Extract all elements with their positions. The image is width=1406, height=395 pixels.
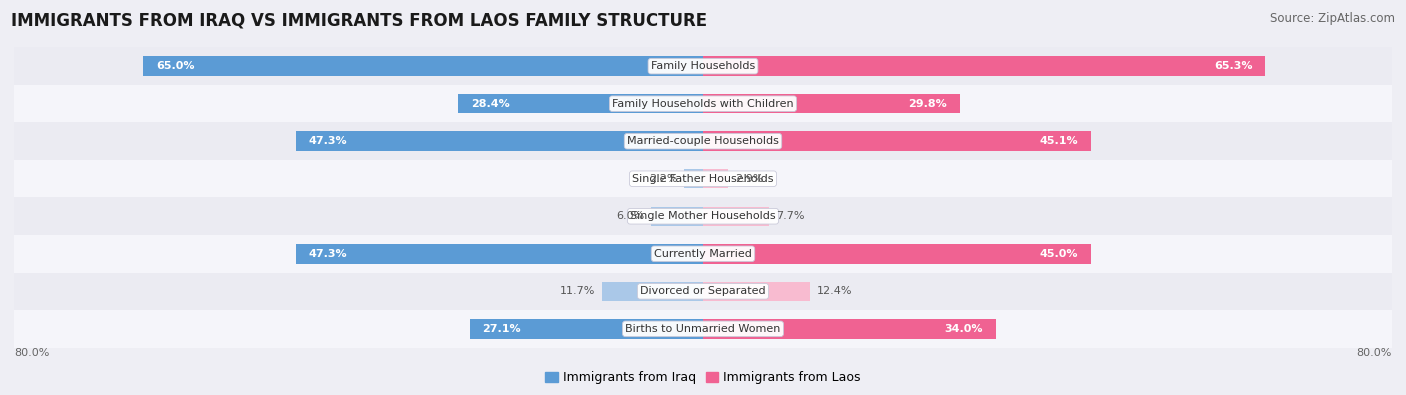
Bar (295, 244, 703, 263)
Text: Currently Married: Currently Married (654, 249, 752, 259)
Bar (14, 310, 1392, 348)
Text: Family Households: Family Households (651, 61, 755, 71)
Bar (703, 56, 1265, 76)
Text: 2.9%: 2.9% (735, 174, 763, 184)
Bar (703, 132, 1091, 151)
Bar (14, 273, 1392, 310)
Bar (602, 282, 703, 301)
Text: 29.8%: 29.8% (908, 99, 946, 109)
Text: Single Mother Households: Single Mother Households (630, 211, 776, 221)
Bar (703, 207, 769, 226)
Legend: Immigrants from Iraq, Immigrants from Laos: Immigrants from Iraq, Immigrants from La… (540, 367, 866, 389)
Text: 6.0%: 6.0% (616, 211, 644, 221)
Text: 7.7%: 7.7% (776, 211, 804, 221)
Text: Divorced or Separated: Divorced or Separated (640, 286, 766, 296)
Text: 47.3%: 47.3% (308, 136, 347, 146)
Text: 80.0%: 80.0% (14, 348, 49, 357)
Text: 27.1%: 27.1% (482, 324, 522, 334)
Bar (14, 198, 1392, 235)
Bar (685, 169, 703, 188)
Text: IMMIGRANTS FROM IRAQ VS IMMIGRANTS FROM LAOS FAMILY STRUCTURE: IMMIGRANTS FROM IRAQ VS IMMIGRANTS FROM … (11, 12, 707, 30)
Bar (458, 94, 703, 113)
Text: 45.0%: 45.0% (1039, 249, 1077, 259)
Bar (14, 160, 1392, 198)
Text: 12.4%: 12.4% (817, 286, 852, 296)
Bar (14, 47, 1392, 85)
Bar (470, 319, 703, 339)
Bar (703, 169, 728, 188)
Text: 11.7%: 11.7% (560, 286, 595, 296)
Bar (703, 319, 995, 339)
Text: 47.3%: 47.3% (308, 249, 347, 259)
Text: 2.2%: 2.2% (648, 174, 678, 184)
Bar (14, 85, 1392, 122)
Text: Source: ZipAtlas.com: Source: ZipAtlas.com (1270, 12, 1395, 25)
Text: 65.0%: 65.0% (156, 61, 194, 71)
Bar (295, 132, 703, 151)
Bar (14, 235, 1392, 273)
Bar (703, 244, 1091, 263)
Text: 28.4%: 28.4% (471, 99, 510, 109)
Text: Births to Unmarried Women: Births to Unmarried Women (626, 324, 780, 334)
Text: Married-couple Households: Married-couple Households (627, 136, 779, 146)
Bar (703, 282, 810, 301)
Bar (651, 207, 703, 226)
Text: 45.1%: 45.1% (1040, 136, 1078, 146)
Text: 80.0%: 80.0% (1357, 348, 1392, 357)
Text: Family Households with Children: Family Households with Children (612, 99, 794, 109)
Bar (703, 94, 960, 113)
Bar (14, 122, 1392, 160)
Bar (143, 56, 703, 76)
Text: Single Father Households: Single Father Households (633, 174, 773, 184)
Text: 65.3%: 65.3% (1213, 61, 1253, 71)
Text: 34.0%: 34.0% (945, 324, 983, 334)
